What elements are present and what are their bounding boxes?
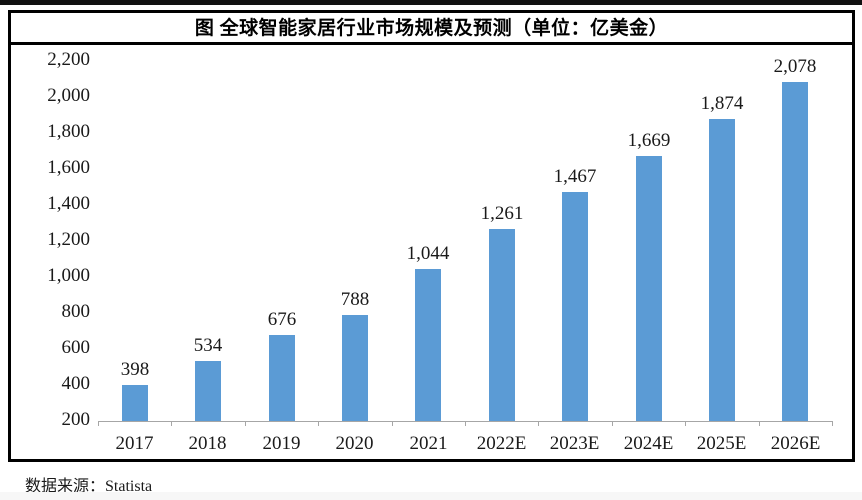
x-axis-tick	[832, 421, 833, 426]
bar	[489, 229, 515, 421]
y-axis-tick-label: 2,200	[47, 49, 90, 70]
x-axis-tick	[465, 421, 466, 426]
bar	[782, 82, 808, 421]
x-axis-tick	[612, 421, 613, 426]
x-axis-category-label: 2023E	[549, 433, 600, 454]
bar	[415, 269, 441, 421]
y-axis-tick-label: 1,400	[47, 193, 90, 214]
bottom-strip	[0, 492, 862, 500]
bar	[122, 385, 148, 421]
bar	[269, 335, 295, 421]
bar-value-label: 398	[120, 359, 150, 380]
bar-value-label: 1,261	[480, 203, 524, 224]
y-axis-tick-label: 1,800	[47, 121, 90, 142]
bar-value-label: 1,669	[627, 130, 671, 151]
bar-value-label: 676	[267, 309, 297, 330]
y-axis-tick-label: 400	[61, 373, 91, 394]
x-axis-tick	[538, 421, 539, 426]
y-axis-tick-label: 1,200	[47, 229, 90, 250]
bar-value-label: 2,078	[773, 56, 817, 77]
x-axis-category-label: 2025E	[696, 433, 747, 454]
x-axis-category-label: 2021	[409, 433, 448, 454]
chart-title: 图 全球智能家居行业市场规模及预测（单位：亿美金）	[11, 13, 852, 45]
x-axis-category-label: 2019	[262, 433, 301, 454]
y-axis-tick-label: 600	[61, 337, 91, 358]
y-axis-tick-label: 1,600	[47, 157, 90, 178]
x-axis-tick	[245, 421, 246, 426]
x-axis-tick	[685, 421, 686, 426]
x-axis-category-label: 2018	[188, 433, 227, 454]
x-axis-tick	[318, 421, 319, 426]
bar	[195, 361, 221, 421]
bar-value-label: 534	[193, 335, 223, 356]
bar	[562, 192, 588, 421]
x-axis-category-label: 2026E	[770, 433, 821, 454]
y-axis-tick-label: 2,000	[47, 85, 90, 106]
x-axis-tick	[98, 421, 99, 426]
x-axis-tick	[392, 421, 393, 426]
bar-value-label: 788	[340, 289, 370, 310]
bar-value-label: 1,874	[700, 93, 744, 114]
top-divider-bar	[0, 0, 862, 5]
bar-value-label: 1,044	[406, 243, 450, 264]
chart-plot-area: 2,200 2,000 1,800 1,600 1,400 1,200 1,000 800 60…	[11, 45, 852, 456]
bar	[636, 156, 662, 421]
bar	[342, 315, 368, 421]
y-axis-tick-label: 200	[61, 409, 91, 430]
x-axis-tick	[171, 421, 172, 426]
x-axis-tick	[759, 421, 760, 426]
y-axis-tick-label: 1,000	[47, 265, 90, 286]
x-axis-category-label: 2024E	[623, 433, 674, 454]
data-source-label: 数据来源：Statista	[25, 478, 153, 495]
bar-value-label: 1,467	[553, 166, 597, 187]
x-axis-category-label: 2017	[115, 433, 154, 454]
x-axis-category-label: 2020	[335, 433, 374, 454]
x-axis-category-label: 2022E	[476, 433, 527, 454]
figure-frame: 图 全球智能家居行业市场规模及预测（单位：亿美金） 2,200 2,000 1,80…	[8, 10, 855, 462]
y-axis-tick-label: 800	[61, 301, 91, 322]
bar	[709, 119, 735, 421]
